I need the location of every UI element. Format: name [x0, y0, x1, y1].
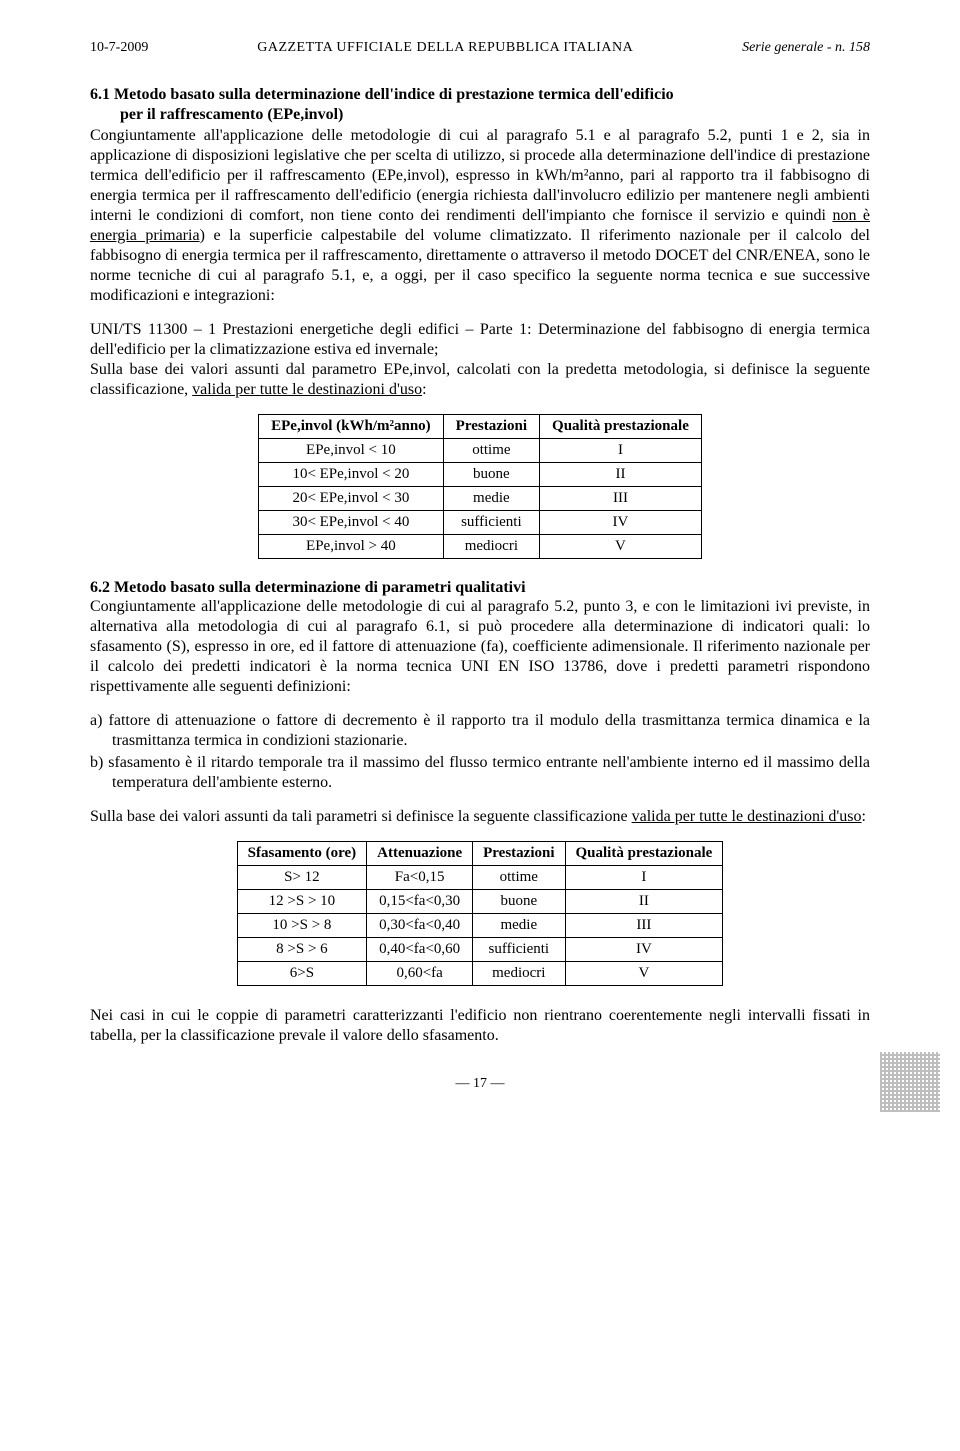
section-6-1-paragraph-3: Sulla base dei valori assunti dal parame…: [90, 360, 870, 400]
list-item-a: a) fattore di attenuazione o fattore di …: [90, 711, 870, 751]
p2a: Sulla base dei valori assunti da tali pa…: [90, 808, 632, 825]
table-row: 20< EPe,invol < 30medieIII: [259, 487, 702, 511]
s62-title: 6.2 Metodo basato sulla determinazione d…: [90, 579, 526, 596]
t1-h2: Prestazioni: [443, 415, 539, 439]
table-row: 30< EPe,invol < 40sufficientiIV: [259, 511, 702, 535]
table-row: 10< EPe,invol < 20buoneII: [259, 463, 702, 487]
p3u: valida per tutte le destinazioni d'uso: [192, 381, 422, 398]
page-number: — 17 —: [90, 1076, 870, 1092]
t2-h1: Sfasamento (ore): [237, 842, 366, 866]
section-6-1-title: 6.1 Metodo basato sulla determinazione d…: [90, 86, 870, 104]
table-row: EPe,invol < 10ottimeI: [259, 439, 702, 463]
section-6-2-paragraph-2: Sulla base dei valori assunti da tali pa…: [90, 807, 870, 827]
p2u: valida per tutte le destinazioni d'uso: [632, 808, 862, 825]
table-row: 12 >S > 100,15<fa<0,30buoneII: [237, 890, 723, 914]
p1b: ) e la superficie calpestabile del volum…: [90, 227, 870, 304]
t2-h3: Prestazioni: [473, 842, 565, 866]
header-right: Serie generale - n. 158: [742, 40, 870, 56]
p3b: :: [422, 381, 426, 398]
t2-h4: Qualità prestazionale: [565, 842, 723, 866]
section-6-1-paragraph-2: UNI/TS 11300 – 1 Prestazioni energetiche…: [90, 320, 870, 360]
table-row: EPe,invol > 40mediocriV: [259, 535, 702, 559]
t1-h3: Qualità prestazionale: [540, 415, 702, 439]
section-6-2-title: 6.2 Metodo basato sulla determinazione d…: [90, 579, 870, 597]
table-row: S> 12Fa<0,15ottimeI: [237, 866, 723, 890]
table-sfasamento: Sfasamento (ore) Attenuazione Prestazion…: [237, 841, 724, 986]
closing-paragraph: Nei casi in cui le coppie di parametri c…: [90, 1006, 870, 1046]
table-row: 6>S0,60<famediocriV: [237, 962, 723, 986]
header-date: 10-7-2009: [90, 40, 148, 56]
header-center: GAZZETTA UFFICIALE DELLA REPUBBLICA ITAL…: [257, 40, 633, 56]
p1a: Congiuntamente all'applicazione delle me…: [90, 127, 870, 224]
list-item-b: b) sfasamento è il ritardo temporale tra…: [90, 753, 870, 793]
t2-h2: Attenuazione: [367, 842, 473, 866]
page-header: 10-7-2009 GAZZETTA UFFICIALE DELLA REPUB…: [90, 40, 870, 56]
section-6-1-paragraph-1: Congiuntamente all'applicazione delle me…: [90, 126, 870, 306]
t1-h1: EPe,invol (kWh/m²anno): [259, 415, 444, 439]
table-epe-invol: EPe,invol (kWh/m²anno) Prestazioni Quali…: [258, 414, 702, 559]
section-6-1-sub: per il raffrescamento (EPe,invol): [120, 106, 870, 124]
section-6-2-paragraph-1: Congiuntamente all'applicazione delle me…: [90, 597, 870, 697]
qr-code-icon: [880, 1052, 940, 1112]
p2b: :: [862, 808, 866, 825]
table-row: 10 >S > 80,30<fa<0,40medieIII: [237, 914, 723, 938]
table-row: 8 >S > 60,40<fa<0,60sufficientiIV: [237, 938, 723, 962]
